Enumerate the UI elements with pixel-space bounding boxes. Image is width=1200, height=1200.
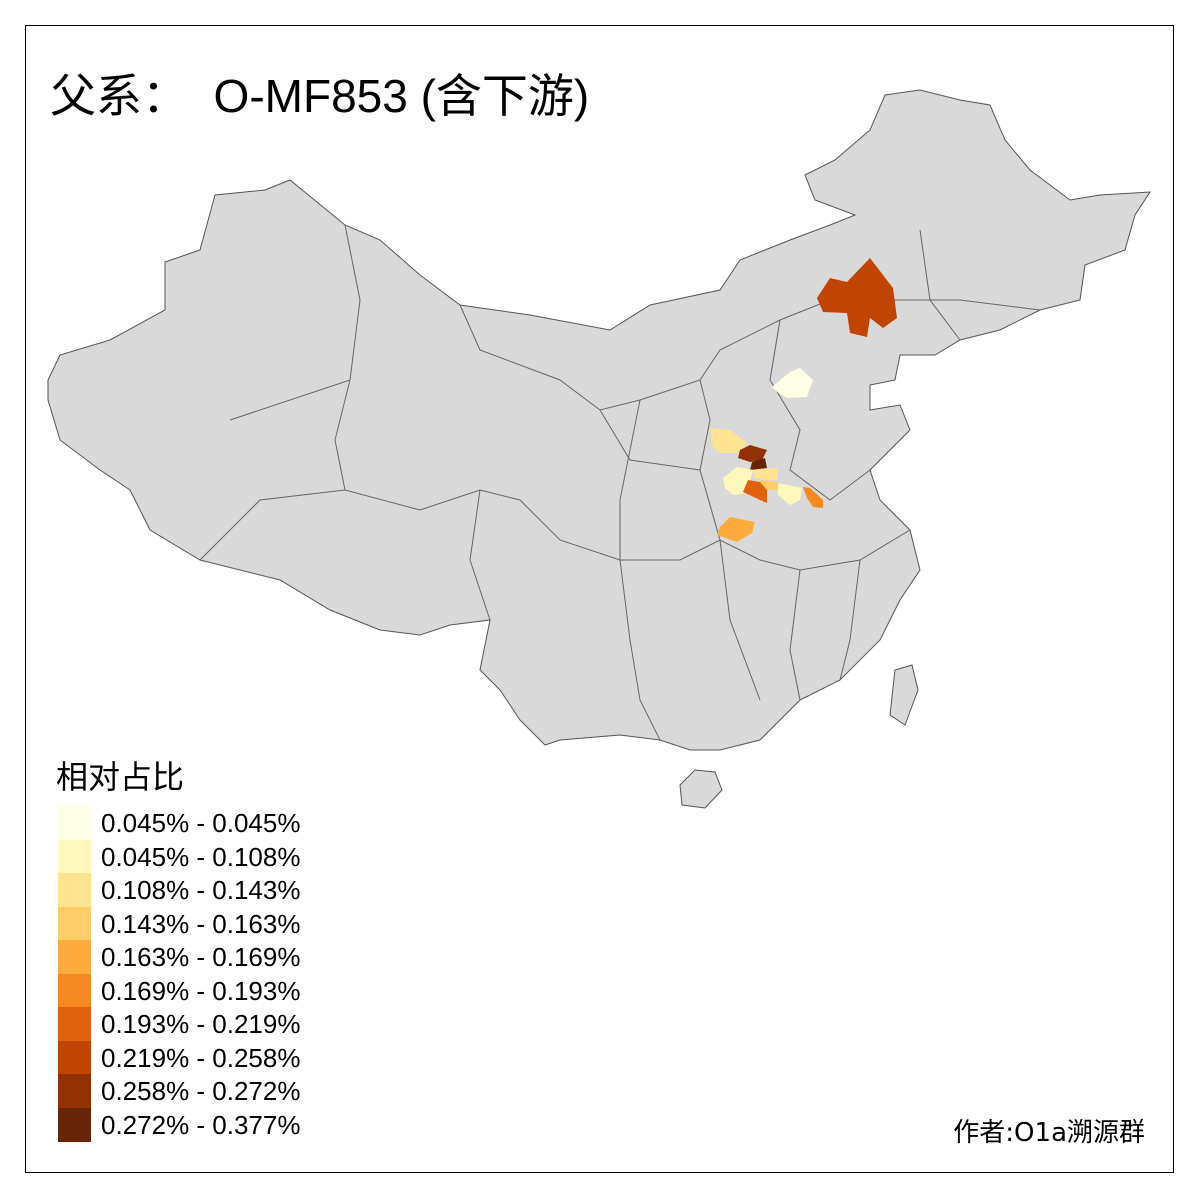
legend-item: 0.169% - 0.193% [58,973,358,1008]
legend-title: 相对占比 [56,758,185,796]
china-mainland [47,89,1151,751]
highlighted-region [753,468,778,480]
hainan-island [679,769,723,809]
legend-swatch [58,1107,91,1142]
province-border [719,539,761,701]
province-border [599,409,701,471]
legend-item: 0.193% - 0.219% [58,1007,358,1041]
author-credit: 作者:O1a溯源群 [953,1118,1145,1148]
highlighted-region [738,445,767,462]
province-border [919,229,961,341]
legend-item: 0.108% - 0.143% [58,873,358,907]
legend-label: 0.272% - 0.377% [101,1109,301,1140]
province-border [229,379,351,421]
highlighted-region [717,517,755,542]
highlighted-region [803,487,823,508]
legend-label: 0.163% - 0.169% [101,942,301,972]
highlighted-region [750,458,767,470]
highlighted-region [817,258,897,337]
legend-item: 0.272% - 0.377% [58,1107,358,1142]
legend-label: 0.143% - 0.163% [101,908,301,939]
legend-label: 0.258% - 0.272% [101,1076,301,1106]
taiwan-island [889,664,919,726]
highlighted-region [778,483,802,505]
legend-label: 0.045% - 0.045% [101,808,301,838]
legend-swatch [58,1040,91,1075]
legend-swatch [58,806,91,840]
legend-label: 0.169% - 0.193% [101,975,301,1006]
highlighted-region [772,368,813,398]
legend-label: 0.045% - 0.108% [101,841,301,872]
province-border [469,489,491,621]
legend-item: 0.219% - 0.258% [58,1040,358,1075]
highlighted-region [710,428,747,453]
legend-item: 0.258% - 0.272% [58,1074,358,1108]
legend-label: 0.108% - 0.143% [101,875,301,905]
map-title: 父系： O-MF853 (含下游) [50,70,590,122]
legend-label: 0.193% - 0.219% [101,1009,301,1039]
legend-swatch [58,906,91,941]
province-border [619,399,641,560]
province-border [789,569,801,701]
legend-item: 0.045% - 0.045% [58,806,358,840]
legend-swatch [58,1074,91,1108]
province-border [619,559,661,741]
legend-swatch [58,973,91,1008]
legend-swatch [58,940,91,974]
legend-swatch [58,839,91,874]
highlighted-region [743,480,767,503]
legend-swatch [58,1007,91,1041]
legend-swatch [58,873,91,907]
legend-item: 0.163% - 0.169% [58,940,358,974]
province-border [699,379,721,541]
legend-item: 0.045% - 0.108% [58,839,358,874]
province-border [459,299,1041,411]
province-border [839,559,861,681]
map-frame [25,25,1174,1173]
province-border [334,224,911,571]
legend-item: 0.143% - 0.163% [58,906,358,941]
legend-label: 0.219% - 0.258% [101,1042,301,1073]
province-border [769,319,871,501]
province-border [199,489,346,561]
